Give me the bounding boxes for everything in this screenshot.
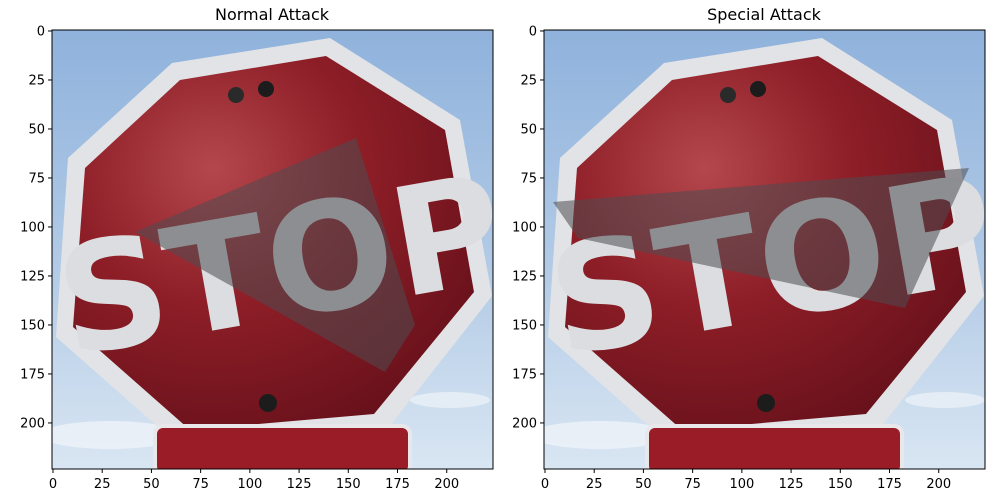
panel-title-special-attack: Special Attack (707, 5, 822, 24)
y-tick-label: 175 (512, 367, 537, 382)
x-tick-label: 150 (336, 477, 361, 492)
panel-normal-attack: Normal Attack STOP 0 25 50 75 100 125 150 175 20… (20, 5, 494, 492)
x-tick-label: 25 (586, 477, 603, 492)
y-tick-label: 0 (37, 24, 45, 39)
x-tick-label: 150 (828, 477, 853, 492)
x-tick-label: 75 (192, 477, 209, 492)
y-tick-label: 75 (520, 171, 537, 186)
panel-title-normal-attack: Normal Attack (215, 5, 330, 24)
y-tick-label: 100 (20, 220, 45, 235)
x-tick-label: 0 (541, 477, 549, 492)
panel-special-attack: Special Attack STOP 0 25 50 75 100 125 150 175 2… (512, 5, 986, 492)
y-tick-label: 175 (20, 367, 45, 382)
stop-sign-image-normal: STOP (52, 30, 493, 469)
x-tick-label: 175 (877, 477, 902, 492)
adversarial-patch-special (553, 168, 969, 308)
x-tick-label: 0 (49, 477, 57, 492)
y-tick-label: 25 (28, 73, 45, 88)
x-tick-label: 100 (729, 477, 754, 492)
y-axis-normal: 0 25 50 75 100 125 150 175 200 (20, 24, 52, 431)
x-tick-label: 50 (635, 477, 652, 492)
y-tick-label: 150 (512, 318, 537, 333)
stop-sign-image-special: STOP (544, 30, 985, 469)
y-axis-special: 0 25 50 75 100 125 150 175 200 (512, 24, 544, 431)
y-tick-label: 0 (529, 24, 537, 39)
x-tick-label: 25 (94, 477, 111, 492)
x-tick-label: 50 (143, 477, 160, 492)
x-axis-normal: 0 25 50 75 100 125 150 175 200 (49, 469, 459, 492)
y-tick-label: 100 (512, 220, 537, 235)
y-tick-label: 125 (20, 269, 45, 284)
x-tick-label: 75 (684, 477, 701, 492)
x-tick-label: 125 (779, 477, 804, 492)
x-axis-special: 0 25 50 75 100 125 150 175 200 (541, 469, 951, 492)
y-tick-label: 200 (20, 416, 45, 431)
y-tick-label: 25 (520, 73, 537, 88)
x-tick-label: 125 (287, 477, 312, 492)
y-tick-label: 75 (28, 171, 45, 186)
y-tick-label: 200 (512, 416, 537, 431)
x-tick-label: 200 (434, 477, 459, 492)
y-tick-label: 125 (512, 269, 537, 284)
x-tick-label: 175 (385, 477, 410, 492)
y-tick-label: 50 (520, 122, 537, 137)
y-tick-label: 150 (20, 318, 45, 333)
y-tick-label: 50 (28, 122, 45, 137)
x-tick-label: 200 (926, 477, 951, 492)
x-tick-label: 100 (237, 477, 262, 492)
adversarial-patch-normal (135, 138, 415, 372)
